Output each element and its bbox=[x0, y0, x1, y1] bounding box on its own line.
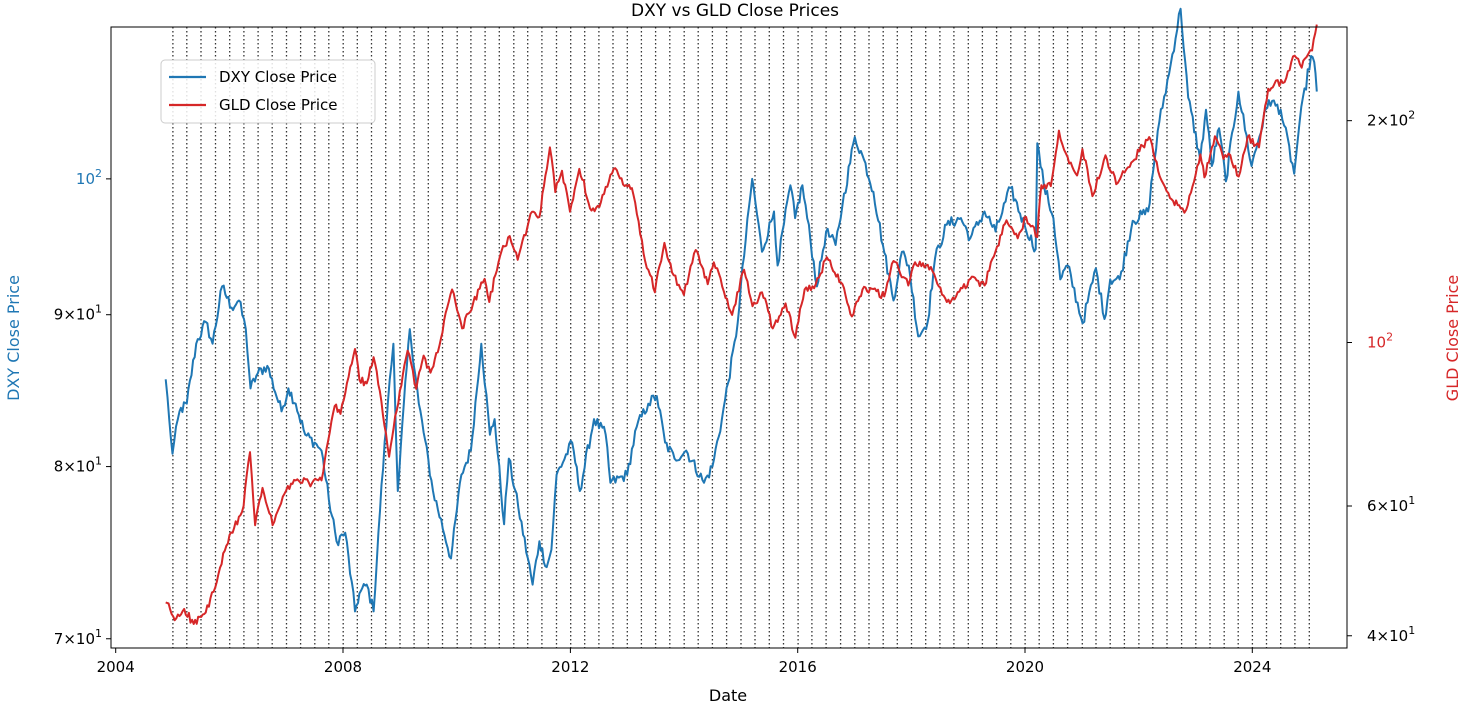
y-tick-label: 9×101 bbox=[54, 303, 102, 324]
legend: DXY Close Price GLD Close Price bbox=[160, 59, 376, 124]
y-tick-label: 6×101 bbox=[1367, 494, 1415, 515]
x-axis: 2004 2008 2012 2016 2020 2024 bbox=[97, 648, 1271, 676]
series-layer bbox=[164, 7, 1318, 625]
right-y-axis: 4×101 6×101 102 2×102 bbox=[1347, 109, 1415, 645]
series-line-right bbox=[165, 24, 1318, 625]
y-tick-label: 2×102 bbox=[1367, 109, 1415, 130]
y-tick-label: 102 bbox=[76, 167, 102, 188]
y-tick-label: 7×101 bbox=[54, 627, 102, 648]
chart-title: DXY vs GLD Close Prices bbox=[631, 1, 839, 21]
legend-label-dxy: DXY Close Price bbox=[219, 68, 337, 86]
x-tick-label: 2020 bbox=[1006, 658, 1044, 676]
x-tick-label: 2016 bbox=[779, 658, 817, 676]
x-tick-label: 2004 bbox=[97, 658, 135, 676]
x-axis-label: Date bbox=[709, 686, 747, 705]
legend-label-gld: GLD Close Price bbox=[219, 96, 338, 114]
right-y-axis-label: GLD Close Price bbox=[1443, 275, 1462, 401]
quarter-marker-lines bbox=[172, 27, 1310, 648]
y-tick-label: 8×101 bbox=[54, 455, 102, 476]
x-tick-label: 2024 bbox=[1233, 658, 1271, 676]
left-y-axis: 7×101 8×101 9×101 102 bbox=[54, 167, 111, 648]
plot-frame bbox=[110, 26, 1348, 649]
x-tick-label: 2008 bbox=[324, 658, 362, 676]
y-tick-label: 4×101 bbox=[1367, 624, 1415, 645]
y-tick-label: 102 bbox=[1367, 331, 1393, 352]
legend-box bbox=[160, 59, 376, 124]
x-tick-label: 2012 bbox=[551, 658, 589, 676]
left-y-axis-label: DXY Close Price bbox=[4, 275, 23, 401]
